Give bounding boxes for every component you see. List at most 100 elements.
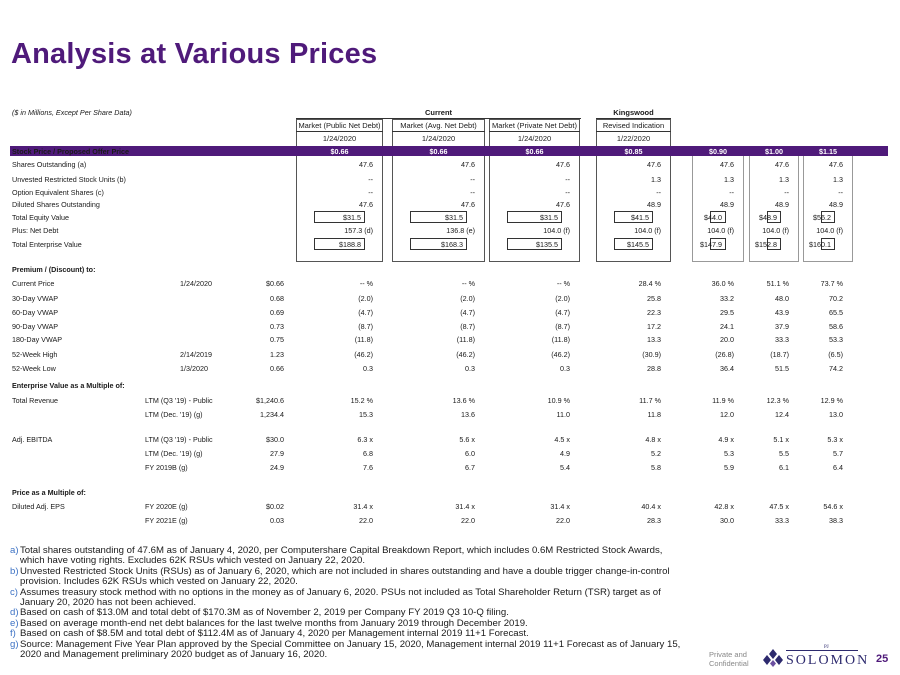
cell-value: 11.8 bbox=[647, 410, 661, 419]
cell-value: 31.4 x bbox=[353, 502, 373, 511]
cell-value: $145.5 bbox=[627, 240, 649, 249]
footnote-key: c) bbox=[10, 586, 18, 598]
cell-value: 28.8 bbox=[647, 364, 661, 373]
reference-value: $30.0 bbox=[266, 435, 284, 444]
footnote: d) Based on cash of $13.0M and total debt… bbox=[10, 608, 682, 619]
table-row: 180-Day VWAP 0.75 (11.8) (11.8) (11.8) 13.3 20… bbox=[0, 335, 900, 347]
row-label: 90-Day VWAP bbox=[12, 322, 59, 331]
cell-value: (46.2) bbox=[456, 350, 475, 359]
cell-value: 53.3 bbox=[829, 335, 843, 344]
cell-value: 47.6 bbox=[829, 160, 843, 169]
cell-value: -- bbox=[368, 188, 373, 197]
price-row-label: Stock Price / Proposed Offer Price bbox=[12, 147, 130, 156]
cell-value: 74.2 bbox=[829, 364, 843, 373]
cell-value: (46.2) bbox=[354, 350, 373, 359]
cell-value: 36.0 % bbox=[711, 279, 734, 288]
cell-value: 12.4 bbox=[775, 410, 789, 419]
value-box bbox=[710, 211, 726, 223]
cell-value: (26.8) bbox=[715, 350, 734, 359]
cell-value: -- bbox=[368, 175, 373, 184]
logo-rule bbox=[786, 650, 858, 651]
row-date: 1/24/2020 bbox=[180, 279, 212, 288]
cell-value: 5.5 bbox=[779, 449, 789, 458]
offer-price: $1.00 bbox=[765, 147, 783, 156]
column-date: 1/24/2020 bbox=[421, 134, 456, 143]
column-date: 1/24/2020 bbox=[322, 134, 357, 143]
reference-value: 0.73 bbox=[270, 322, 284, 331]
cell-value: 47.6 bbox=[359, 160, 373, 169]
cell-value: 58.6 bbox=[829, 322, 843, 331]
cell-value: 12.3 % bbox=[766, 396, 789, 405]
cell-value: 5.4 bbox=[560, 463, 570, 472]
value-box bbox=[507, 238, 562, 250]
cell-value: 1.3 bbox=[651, 175, 661, 184]
cell-value: 73.7 % bbox=[820, 279, 843, 288]
row-period: FY 2019B (g) bbox=[145, 463, 188, 472]
cell-value: 11.9 % bbox=[712, 396, 734, 405]
table-row: Diluted Adj. EPS FY 2020E (g) $0.02 31.4 x 3… bbox=[0, 502, 900, 514]
cell-value: 22.3 bbox=[647, 308, 661, 317]
cell-value: (8.7) bbox=[555, 322, 570, 331]
cell-value: $41.5 bbox=[631, 213, 649, 222]
reference-value: $0.02 bbox=[266, 502, 284, 511]
footnote-text: Based on cash of $8.5M and total debt of… bbox=[20, 628, 529, 640]
value-box bbox=[710, 238, 726, 250]
cell-value: 0.3 bbox=[560, 364, 570, 373]
cell-value: 104.0 (f) bbox=[543, 226, 570, 235]
cell-value: -- bbox=[470, 188, 475, 197]
cell-value: (4.7) bbox=[358, 308, 373, 317]
row-period: LTM (Dec. '19) (g) bbox=[145, 449, 203, 458]
cell-value: 30.0 bbox=[720, 516, 734, 525]
row-label: Diluted Adj. EPS bbox=[12, 502, 65, 511]
reference-value: 0.69 bbox=[270, 308, 284, 317]
cell-value: 20.0 bbox=[720, 335, 734, 344]
table-row: Unvested Restricted Stock Units (b) -- -- -… bbox=[0, 175, 900, 187]
row-label: 30-Day VWAP bbox=[12, 294, 59, 303]
brand-small: PJ bbox=[824, 645, 829, 650]
footnote: g) Source: Management Five Year Plan appr… bbox=[10, 638, 682, 661]
table-row: 30-Day VWAP 0.68 (2.0) (2.0) (2.0) 25.8 33.2 48… bbox=[0, 294, 900, 306]
table-row: Plus: Net Debt 157.3 (d) 136.8 (e) 104.0 (f… bbox=[0, 226, 900, 238]
value-box bbox=[410, 211, 467, 223]
row-label: 52-Week High bbox=[12, 350, 58, 359]
cell-value: 5.3 x bbox=[827, 435, 843, 444]
cell-value: (8.7) bbox=[460, 322, 475, 331]
cell-value: 48.9 bbox=[720, 200, 734, 209]
cell-value: 47.6 bbox=[720, 160, 734, 169]
cell-value: 1.3 bbox=[779, 175, 789, 184]
cell-value: 22.0 bbox=[359, 516, 373, 525]
footnote-key: e) bbox=[10, 617, 19, 629]
cell-value: 38.3 bbox=[829, 516, 843, 525]
cell-value: 5.6 x bbox=[459, 435, 475, 444]
cell-value: $31.5 bbox=[540, 213, 558, 222]
row-label: Diluted Shares Outstanding bbox=[12, 200, 100, 209]
cell-value: 1.3 bbox=[724, 175, 734, 184]
table-row: Diluted Shares Outstanding 47.6 47.6 47.6 48… bbox=[0, 200, 900, 212]
row-label: Plus: Net Debt bbox=[12, 226, 59, 235]
cell-value: 157.3 (d) bbox=[344, 226, 373, 235]
footnote-text: Based on average month-end net debt bala… bbox=[20, 617, 528, 629]
cell-value: 6.4 bbox=[833, 463, 843, 472]
cell-value: 5.7 bbox=[833, 449, 843, 458]
row-label: Option Equivalent Shares (c) bbox=[12, 188, 104, 197]
cell-value: -- % bbox=[359, 279, 373, 288]
cell-value: (18.7) bbox=[770, 350, 789, 359]
column-outline bbox=[296, 119, 383, 262]
cell-value: 4.5 x bbox=[554, 435, 570, 444]
footnote-text: Unvested Restricted Stock Units (RSUs) a… bbox=[20, 565, 670, 588]
cell-value: 4.9 bbox=[560, 449, 570, 458]
table-row: Total Revenue LTM (Q3 '19) - Public $1,240… bbox=[0, 396, 900, 408]
row-period: FY 2020E (g) bbox=[145, 502, 188, 511]
solomon-logo-icon bbox=[763, 649, 783, 667]
cell-value: (6.5) bbox=[828, 350, 843, 359]
header-divider bbox=[392, 131, 485, 132]
cell-value: (4.7) bbox=[460, 308, 475, 317]
cell-value: (11.8) bbox=[551, 335, 570, 344]
cell-value: 47.6 bbox=[461, 160, 475, 169]
cell-value: 11.7 % bbox=[639, 396, 661, 405]
cell-value: 65.5 bbox=[829, 308, 843, 317]
footnote-text: Source: Management Five Year Plan approv… bbox=[20, 638, 681, 661]
row-label: Shares Outstanding (a) bbox=[12, 160, 87, 169]
footnote: f) Based on cash of $8.5M and total debt … bbox=[10, 628, 682, 640]
cell-value: 31.4 x bbox=[550, 502, 570, 511]
